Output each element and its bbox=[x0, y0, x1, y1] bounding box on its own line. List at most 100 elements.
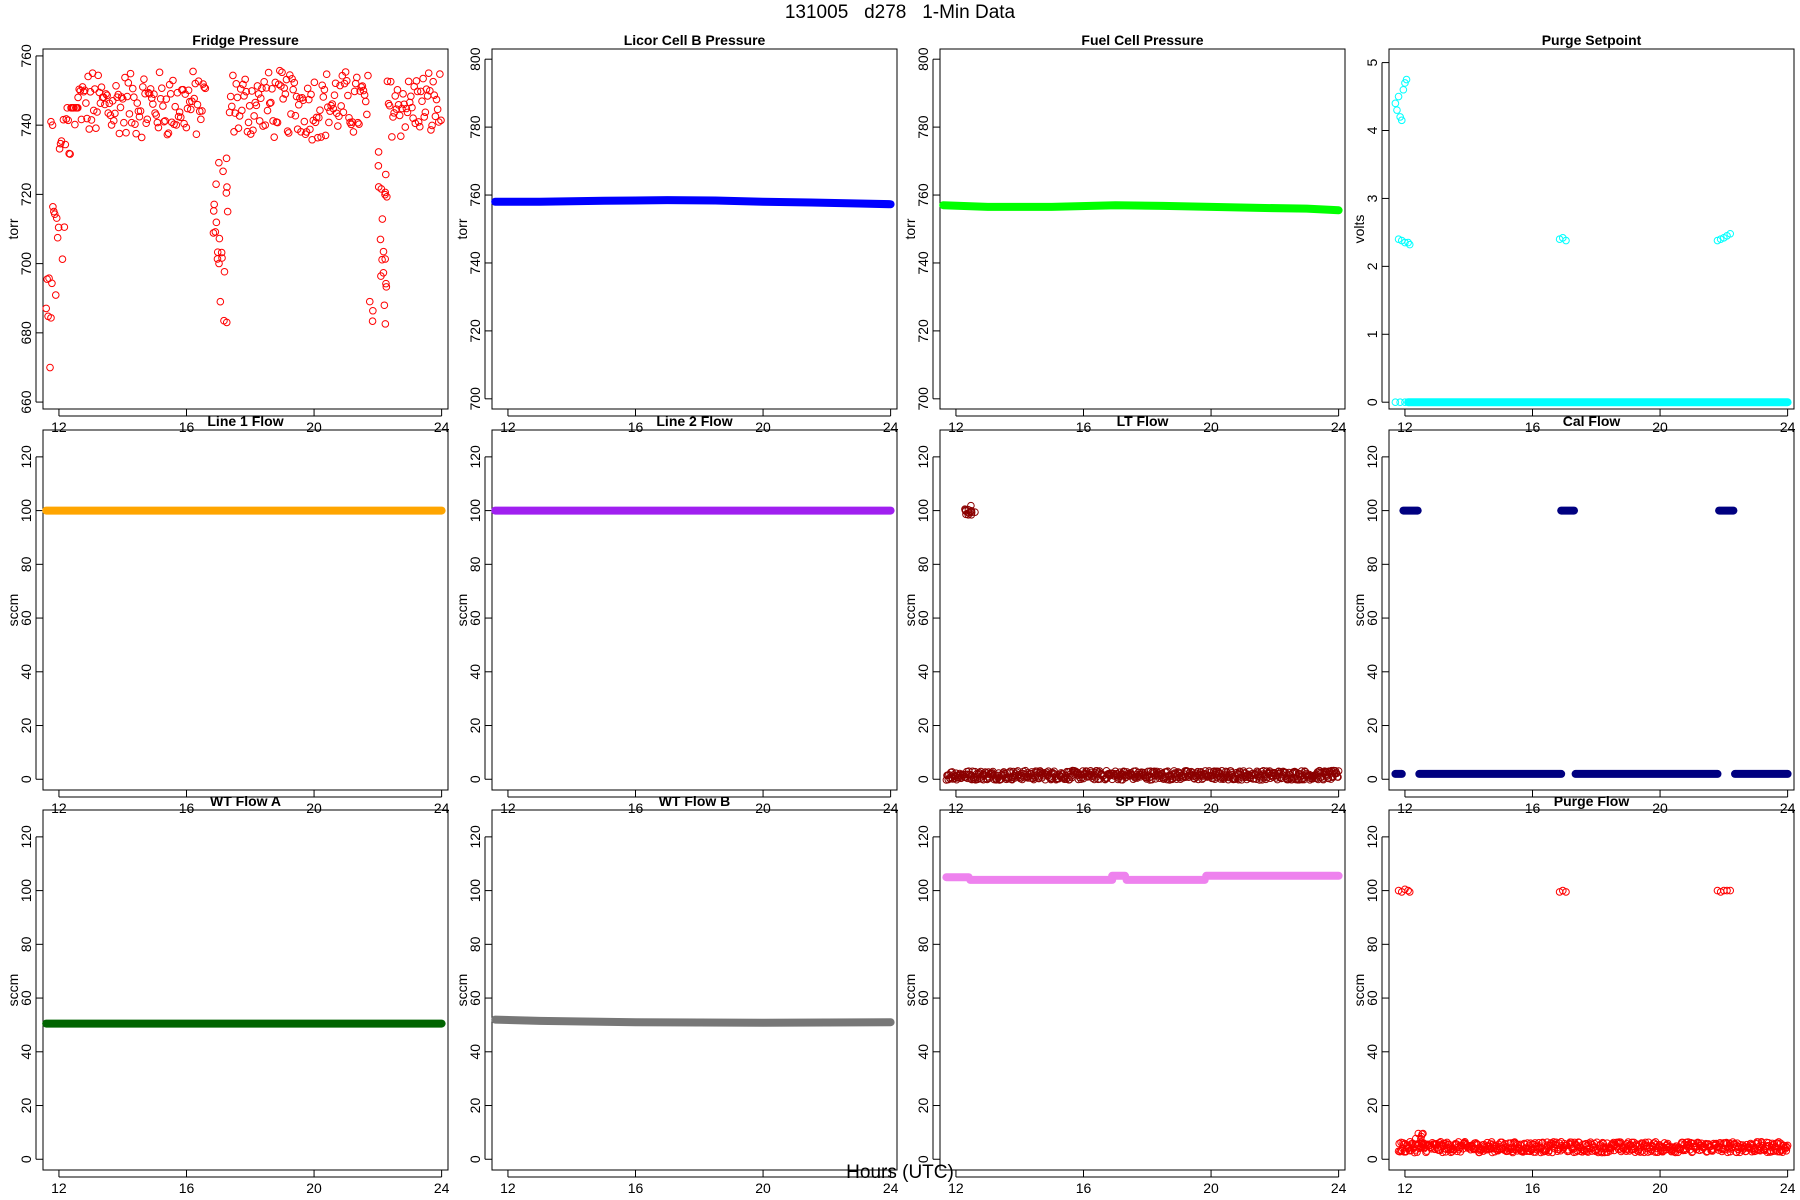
data-point bbox=[315, 113, 323, 122]
data-point bbox=[270, 133, 279, 141]
data-point bbox=[399, 90, 407, 98]
data-point bbox=[388, 133, 396, 141]
data-point bbox=[1401, 79, 1409, 87]
data-point bbox=[171, 102, 179, 111]
y-tick-label: 100 bbox=[915, 499, 931, 523]
data-point bbox=[46, 363, 54, 372]
data-point bbox=[97, 83, 106, 91]
data-point bbox=[1401, 238, 1409, 247]
data-point bbox=[230, 128, 238, 136]
data-point bbox=[967, 506, 976, 515]
y-tick-label: 700 bbox=[18, 252, 34, 276]
data-point bbox=[156, 94, 165, 103]
x-tick-label: 20 bbox=[755, 1180, 771, 1196]
panel-fuel-cell-pressure: Fuel Cell Pressure 12 16 20 24 700 720 740 760 78… bbox=[902, 32, 1347, 435]
data-point bbox=[126, 69, 135, 78]
data-point bbox=[381, 170, 390, 179]
data-point bbox=[428, 121, 436, 130]
data-point bbox=[80, 86, 89, 95]
y-tick-label: 40 bbox=[18, 664, 34, 680]
data-point bbox=[183, 104, 192, 113]
data-point bbox=[233, 93, 242, 102]
data-point bbox=[1332, 769, 1341, 778]
y-tick-label: 120 bbox=[467, 825, 483, 849]
data-point bbox=[268, 85, 276, 93]
data-point bbox=[299, 96, 308, 105]
data-point bbox=[424, 69, 433, 77]
data-point bbox=[155, 68, 164, 77]
y-axis-label: volts bbox=[1351, 215, 1367, 244]
data-point bbox=[307, 90, 315, 99]
x-tick-label: 24 bbox=[1780, 800, 1796, 816]
data-point bbox=[316, 106, 324, 114]
data-point bbox=[73, 104, 82, 112]
y-tick-label: 100 bbox=[467, 879, 483, 903]
y-tick-label: 20 bbox=[467, 1098, 483, 1114]
data-point bbox=[321, 131, 330, 140]
data-point bbox=[352, 73, 361, 82]
data-point bbox=[1396, 113, 1404, 121]
data-series bbox=[491, 1015, 895, 1027]
data-point bbox=[175, 108, 184, 116]
x-tick-label: 12 bbox=[948, 800, 964, 816]
data-point bbox=[222, 189, 231, 197]
data-point bbox=[201, 84, 210, 93]
data-point bbox=[249, 126, 257, 135]
data-point bbox=[1397, 116, 1406, 125]
data-point bbox=[409, 114, 417, 122]
x-tick-label: 20 bbox=[1203, 419, 1219, 435]
data-point bbox=[199, 80, 207, 88]
data-point bbox=[339, 108, 348, 117]
data-point bbox=[354, 118, 362, 127]
data-point bbox=[407, 92, 415, 101]
plot-frame bbox=[42, 48, 449, 410]
panel-fridge-pressure: Fridge Pressure 12 16 20 24 660 680 700 720 740 76… bbox=[5, 32, 450, 435]
data-point bbox=[50, 210, 59, 219]
data-point bbox=[1402, 75, 1411, 84]
data-point bbox=[1154, 769, 1162, 778]
data-point bbox=[356, 87, 364, 95]
data-point bbox=[239, 80, 247, 89]
data-point bbox=[403, 108, 412, 117]
data-point bbox=[265, 99, 274, 108]
y-tick-label: 120 bbox=[915, 825, 931, 849]
data-point bbox=[1404, 238, 1412, 247]
data-point bbox=[215, 234, 224, 243]
data-point bbox=[1411, 1146, 1420, 1154]
y-tick-label: 120 bbox=[18, 825, 34, 849]
data-point bbox=[83, 114, 91, 123]
x-tick-label: 24 bbox=[1780, 419, 1796, 435]
data-point bbox=[253, 82, 262, 90]
data-point bbox=[157, 84, 166, 92]
x-tick-label: 24 bbox=[1331, 1180, 1347, 1196]
data-point bbox=[216, 297, 225, 306]
data-point bbox=[355, 120, 363, 128]
x-tick-label: 20 bbox=[755, 419, 771, 435]
data-point bbox=[427, 126, 435, 134]
panel-cal-flow: Cal Flow 12 16 20 24 0 20 40 60 80 100 120 sccm bbox=[1351, 413, 1796, 816]
data-point bbox=[250, 112, 258, 120]
panel-wt-flow-b: WT Flow B 12 16 20 24 0 20 40 60 80 100 120 sccm bbox=[454, 793, 899, 1196]
data-point bbox=[116, 103, 125, 112]
data-point bbox=[241, 75, 249, 84]
y-tick-label: 80 bbox=[467, 556, 483, 572]
x-tick-label: 12 bbox=[1397, 1180, 1413, 1196]
x-tick-label: 16 bbox=[1525, 419, 1541, 435]
data-point bbox=[220, 267, 229, 276]
data-point bbox=[143, 115, 152, 124]
data-point bbox=[337, 102, 345, 110]
data-point bbox=[328, 100, 337, 108]
data-point bbox=[64, 116, 72, 125]
y-tick-label: 100 bbox=[18, 879, 34, 903]
data-point bbox=[1050, 767, 1058, 776]
data-point bbox=[74, 93, 82, 102]
y-axis-label: sccm bbox=[1351, 594, 1367, 627]
data-point bbox=[334, 122, 342, 130]
data-point bbox=[962, 510, 970, 519]
data-point bbox=[139, 83, 147, 91]
data-point bbox=[269, 117, 277, 125]
data-series bbox=[491, 196, 895, 209]
y-tick-label: 100 bbox=[1364, 499, 1380, 523]
data-point bbox=[47, 314, 55, 322]
data-point bbox=[348, 118, 357, 126]
